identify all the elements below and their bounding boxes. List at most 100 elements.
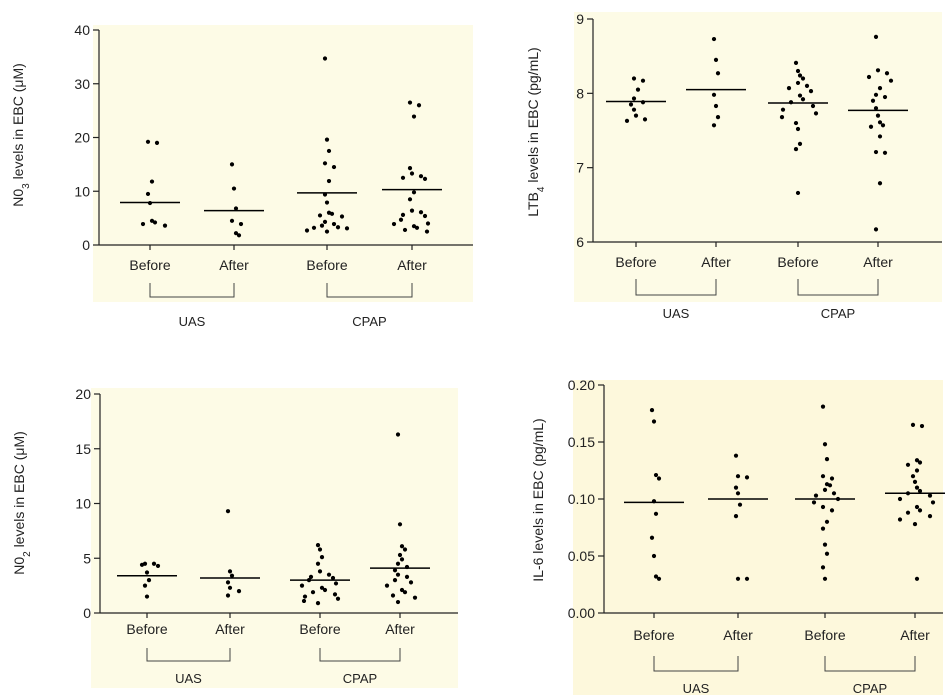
data-point <box>914 485 920 490</box>
data-point <box>829 508 835 513</box>
data-point <box>797 141 803 146</box>
x-category-label: Before <box>306 257 347 273</box>
data-point <box>395 561 401 566</box>
data-point <box>877 86 883 91</box>
data-point <box>820 565 826 570</box>
group-bracket <box>824 656 916 672</box>
data-point <box>875 68 881 73</box>
data-point <box>227 569 233 574</box>
data-point <box>399 587 405 593</box>
data-point <box>390 593 396 598</box>
data-point <box>407 100 413 105</box>
data-point <box>919 423 925 429</box>
y-tick-label: 5 <box>83 550 91 566</box>
data-point <box>711 36 717 42</box>
y-axis-label: LTB4 levels in EBC (pg/mL) <box>525 47 547 216</box>
data-point <box>914 504 920 510</box>
data-point <box>905 510 911 515</box>
group-bracket <box>653 656 739 672</box>
y-tick-label: 20 <box>75 386 91 402</box>
group-bracket <box>146 648 231 662</box>
group-bracket <box>149 283 235 298</box>
data-point <box>319 585 325 590</box>
data-point <box>225 580 231 585</box>
data-point <box>162 223 168 228</box>
data-point <box>711 92 717 97</box>
data-point <box>927 493 933 498</box>
data-point <box>315 543 321 548</box>
data-point <box>822 576 828 581</box>
data-point <box>873 92 879 97</box>
data-point <box>715 71 721 76</box>
data-point <box>800 76 806 81</box>
data-point <box>793 146 799 152</box>
data-point <box>145 191 151 197</box>
data-point <box>330 575 336 581</box>
x-category-label: After <box>723 627 753 643</box>
data-point <box>897 517 903 522</box>
y-tick-label: 0 <box>82 237 90 253</box>
data-point <box>822 542 828 547</box>
data-point <box>820 526 826 531</box>
data-point <box>322 161 328 166</box>
data-point <box>411 190 417 195</box>
data-point <box>628 102 634 107</box>
y-tick-label: 6 <box>576 234 584 250</box>
y-tick-label: 0.20 <box>568 377 595 393</box>
data-point <box>795 68 801 74</box>
data-point <box>326 572 332 577</box>
data-point <box>811 500 817 505</box>
data-point <box>317 547 323 552</box>
y-tick-label: 8 <box>576 85 584 101</box>
data-point <box>299 583 305 588</box>
data-point <box>813 493 819 498</box>
data-point <box>897 496 903 502</box>
y-tick-label: 15 <box>75 441 91 457</box>
data-point <box>402 547 408 552</box>
data-point <box>308 574 314 579</box>
data-point <box>635 87 641 92</box>
data-point <box>877 181 883 186</box>
data-point <box>409 171 415 176</box>
data-point <box>822 487 828 492</box>
y-tick-label: 9 <box>576 11 584 27</box>
data-point <box>653 511 659 516</box>
data-point <box>914 458 920 463</box>
data-point <box>339 214 345 219</box>
data-point <box>651 419 657 424</box>
data-point <box>422 176 428 181</box>
x-category-label: After <box>701 254 731 270</box>
data-point <box>144 570 150 575</box>
data-point <box>335 225 341 230</box>
data-point <box>873 227 879 232</box>
data-point <box>797 73 803 78</box>
x-category-label: Before <box>299 621 340 637</box>
data-point <box>873 106 879 111</box>
data-point <box>227 585 233 590</box>
data-point <box>225 509 231 514</box>
data-point <box>824 551 830 556</box>
data-point <box>384 583 390 588</box>
data-point <box>315 601 321 606</box>
data-point <box>400 212 406 217</box>
data-point <box>795 126 801 132</box>
data-point <box>395 432 401 437</box>
y-tick-label: 10 <box>74 183 90 199</box>
data-point <box>733 485 739 490</box>
data-point <box>301 598 307 604</box>
data-point <box>324 137 330 142</box>
data-point <box>326 178 332 184</box>
y-tick-label: 0.10 <box>568 491 595 507</box>
data-point <box>416 103 422 108</box>
chart-panel-2: 6 7 8 9 Before After Before After UAS CPAP LTB4 le… <box>525 11 942 321</box>
data-point <box>733 514 739 519</box>
data-point <box>306 578 312 583</box>
data-point <box>829 476 835 481</box>
group-label: CPAP <box>821 306 855 321</box>
data-point <box>905 491 911 496</box>
data-point <box>398 217 404 222</box>
data-point <box>780 107 786 112</box>
group-label: UAS <box>663 306 690 321</box>
data-point <box>332 592 338 597</box>
data-point <box>640 78 646 83</box>
